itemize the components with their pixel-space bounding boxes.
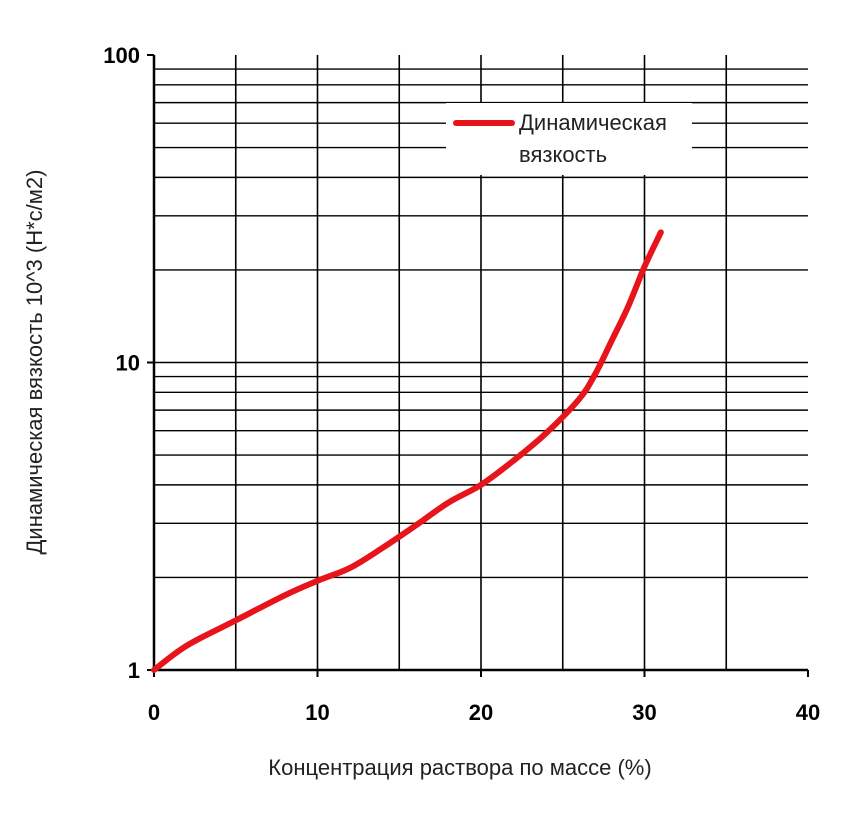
legend: Динамическая вязкость — [446, 103, 692, 175]
axes — [147, 54, 809, 677]
tick-labels: 0 10 20 30 40 1 10 100 — [103, 43, 820, 725]
x-axis-label: Концентрация раствора по массе (%) — [268, 755, 651, 780]
x-tick-label: 30 — [632, 700, 656, 725]
y-tick-label: 1 — [128, 658, 140, 683]
x-tick-label: 20 — [469, 700, 493, 725]
legend-label-line1: Динамическая — [519, 110, 667, 135]
x-tick-label: 40 — [796, 700, 820, 725]
y-tick-label: 100 — [103, 43, 140, 68]
y-axis-label: Динамическая вязкость 10^3 (Н*с/м2) — [22, 170, 47, 555]
legend-background — [446, 103, 692, 175]
series-line-viscosity — [151, 229, 664, 673]
legend-label-line2: вязкость — [519, 142, 607, 167]
y-tick-label: 10 — [116, 351, 140, 376]
series-layer — [151, 229, 664, 673]
x-tick-label: 0 — [148, 700, 160, 725]
x-tick-label: 10 — [305, 700, 329, 725]
